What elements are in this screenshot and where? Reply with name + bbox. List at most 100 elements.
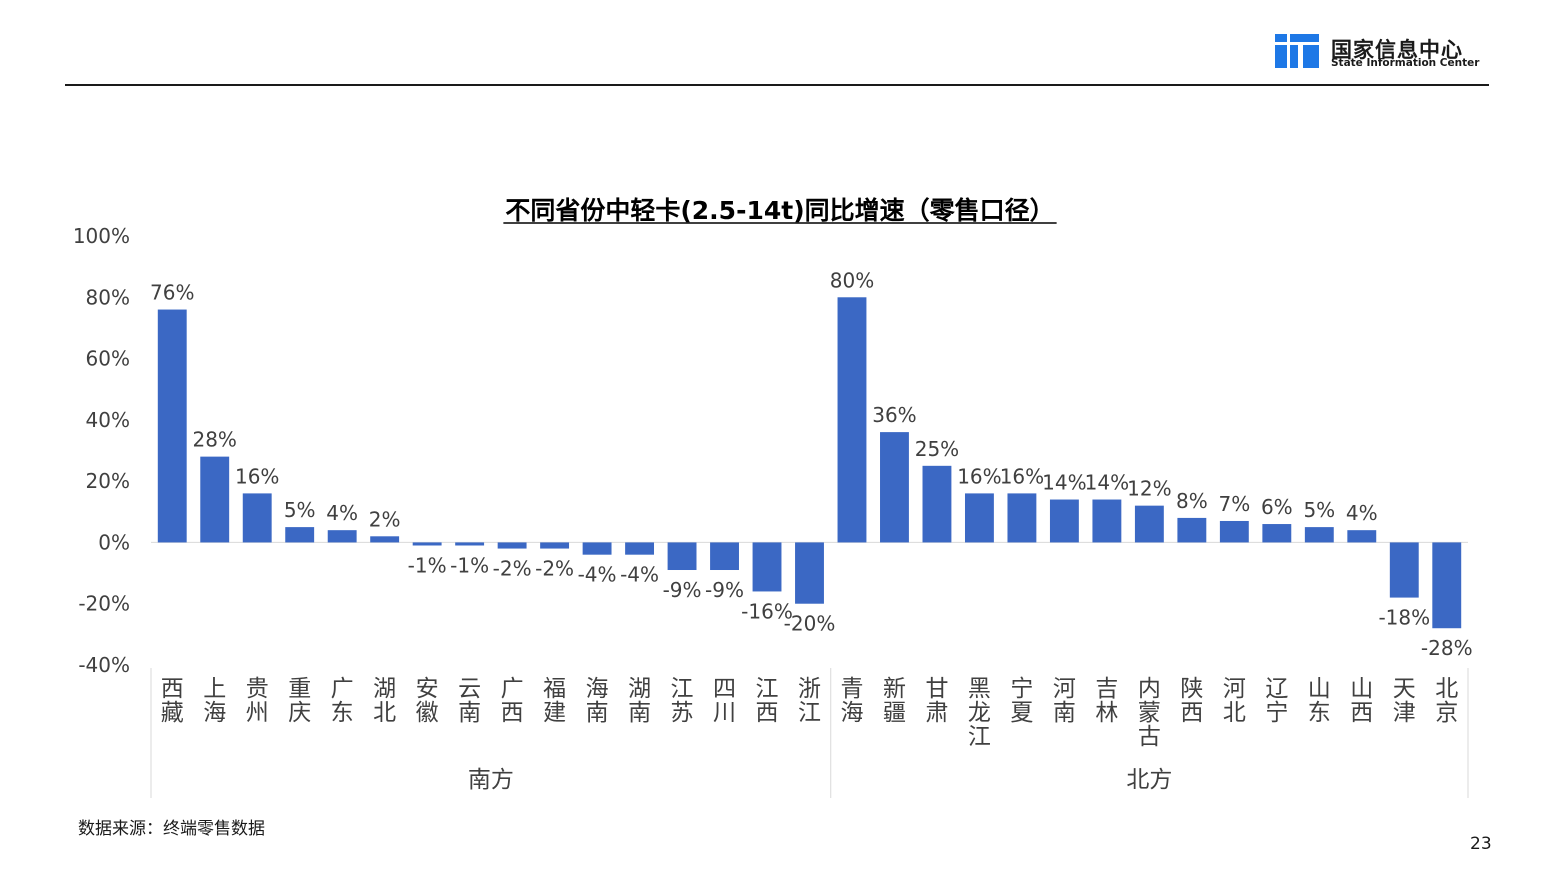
- y-tick-label: 0%: [98, 530, 130, 554]
- org-name-en: State Information Center: [1331, 57, 1480, 69]
- x-tick-label: 湖南: [628, 676, 651, 726]
- x-tick-label: 上海: [203, 676, 226, 726]
- bar: [1219, 520, 1249, 543]
- x-tick-label: 江苏: [671, 676, 694, 726]
- bar: [1007, 493, 1037, 543]
- bar: [1432, 542, 1462, 629]
- x-tick-label: 西藏: [161, 676, 184, 726]
- x-tick-label: 甘肃: [925, 676, 948, 726]
- group-label: 北方: [1126, 767, 1172, 793]
- data-source-note: 数据来源：终端零售数据: [78, 819, 265, 839]
- bar: [837, 297, 867, 543]
- x-tick-label: 吉林: [1095, 676, 1118, 726]
- bar: [1304, 527, 1334, 543]
- header-divider: [65, 84, 1489, 86]
- bar: [1092, 499, 1122, 543]
- bar: [1177, 517, 1207, 543]
- data-label: 76%: [150, 281, 194, 305]
- x-tick-label: 河北: [1223, 676, 1246, 726]
- x-tick-label: 辽宁: [1265, 676, 1288, 726]
- chart-title: 不同省份中轻卡(2.5-14t)同比增速（零售口径）: [505, 196, 1054, 225]
- y-tick-label: 40%: [86, 408, 130, 432]
- data-label: 4%: [1346, 501, 1378, 525]
- bar-labels: 76%28%16%5% 4% 2%-1% -1% -2% -2% -4% -4%-9% -9%-…: [150, 268, 1473, 660]
- data-label: 28%: [192, 428, 236, 452]
- bar: [582, 542, 612, 555]
- data-label: 16%: [235, 464, 279, 488]
- x-tick-label: 广东: [331, 676, 354, 726]
- data-label: -2%: [535, 557, 574, 581]
- bar: [540, 542, 570, 549]
- x-tick-label: 山东: [1308, 676, 1331, 726]
- data-label: 5%: [284, 498, 316, 522]
- bar: [1347, 530, 1377, 543]
- bar: [285, 527, 315, 543]
- x-tick-label: 山西: [1350, 676, 1373, 726]
- data-label: -1%: [450, 553, 489, 577]
- data-label: -2%: [493, 557, 532, 581]
- data-label: 12%: [1127, 477, 1171, 501]
- bar: [1049, 499, 1079, 543]
- bar: [922, 465, 952, 543]
- x-tick-label: 广西: [501, 676, 524, 726]
- data-label: 6%: [1261, 495, 1293, 519]
- bar: [710, 542, 739, 571]
- bar: [327, 530, 357, 543]
- bar: [370, 536, 400, 543]
- x-tick-label: 安徽: [416, 676, 439, 726]
- data-label: -4%: [620, 563, 659, 587]
- state-information-center-logo-icon: [1275, 34, 1319, 68]
- x-tick-label: 浙江: [798, 676, 821, 726]
- y-tick-label: 80%: [86, 285, 130, 309]
- data-label: -20%: [784, 612, 836, 636]
- bar: [964, 493, 994, 543]
- x-tick-label: 湖北: [373, 676, 396, 726]
- bar: [752, 542, 782, 592]
- bars: [157, 297, 1462, 629]
- data-label: 16%: [1000, 464, 1044, 488]
- x-tick-label: 黑龙江: [968, 676, 991, 750]
- org-name-cn: 国家信息中心: [1331, 37, 1463, 62]
- x-tick-label: 北京: [1435, 676, 1458, 726]
- data-label: 16%: [957, 464, 1001, 488]
- bar: [1389, 542, 1419, 598]
- bar: [242, 493, 272, 543]
- y-tick-label: 20%: [86, 469, 130, 493]
- x-tick-label: 河南: [1053, 676, 1076, 726]
- data-label: 7%: [1218, 492, 1250, 516]
- x-tick-label: 新疆: [883, 676, 906, 726]
- data-label: 2%: [369, 507, 401, 531]
- x-tick-label: 贵州: [246, 676, 269, 726]
- data-label: 36%: [872, 403, 916, 427]
- data-label: -9%: [705, 578, 744, 602]
- data-label: 14%: [1085, 471, 1129, 495]
- x-tick-label: 青海: [840, 676, 863, 726]
- x-tick-label: 重庆: [288, 676, 311, 726]
- bar: [795, 542, 824, 604]
- x-tick-label: 陕西: [1180, 676, 1203, 726]
- bar: [667, 542, 697, 571]
- data-label: -4%: [578, 563, 617, 587]
- bar: [200, 456, 230, 543]
- x-tick-label: 福建: [543, 676, 566, 726]
- group-label: 南方: [468, 767, 514, 793]
- y-tick-label: -20%: [78, 592, 130, 616]
- bar: [497, 542, 527, 549]
- bar: [625, 542, 655, 555]
- bar: [1134, 505, 1164, 543]
- x-tick-label: 天津: [1393, 676, 1416, 726]
- x-tick-label: 四川: [713, 676, 736, 726]
- data-label: -16%: [741, 599, 793, 623]
- x-axis: 西藏上海贵州重庆广东湖北安徽云南广西福建海南湖南江苏四川江西浙江青海新疆甘肃黑龙…: [161, 676, 1459, 750]
- data-label: -1%: [408, 553, 447, 577]
- data-label: 5%: [1303, 498, 1335, 522]
- y-tick-label: 100%: [73, 224, 130, 248]
- bar: [880, 432, 909, 543]
- data-label: 4%: [326, 501, 358, 525]
- bar: [455, 542, 485, 546]
- bar: [1262, 524, 1292, 543]
- x-tick-label: 云南: [458, 676, 481, 726]
- data-label: 80%: [830, 268, 874, 292]
- data-label: 14%: [1042, 471, 1086, 495]
